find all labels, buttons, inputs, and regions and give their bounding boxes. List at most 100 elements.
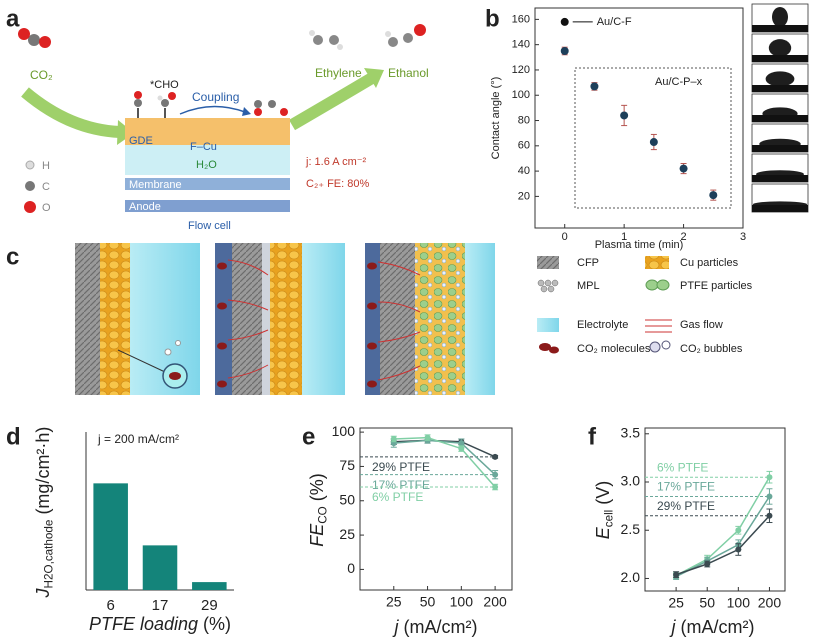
- substrate: [752, 85, 808, 92]
- legend-text: Cu particles: [680, 257, 739, 269]
- x-axis-label-main: j: [392, 617, 400, 637]
- c2-fe: C₂₊ FE: 80%: [306, 178, 369, 190]
- panel-label: b: [485, 5, 500, 32]
- annotations: CO₂ Ethylene Ethanol *CHO Coupling GDE F…: [6, 5, 753, 450]
- legend-label: 17% PTFE: [372, 478, 430, 492]
- plot-frame: [644, 427, 786, 592]
- x-axis-label-main: j: [669, 617, 677, 637]
- series-line: [675, 515, 770, 576]
- marker: [766, 493, 773, 500]
- x-tick-label: 3: [740, 231, 746, 243]
- y-tick-label: 2.0: [621, 569, 641, 585]
- y-axis-label: FECO (%): [307, 473, 330, 547]
- marker: [735, 527, 742, 534]
- ethanol-label: Ethanol: [388, 66, 429, 80]
- y-tick-label: 140: [512, 39, 530, 51]
- y-axis-label-sub: H2O,cathode: [42, 520, 55, 589]
- point: [590, 82, 599, 91]
- droplet: [772, 7, 788, 27]
- membrane-label: Membrane: [129, 179, 182, 191]
- x-tick-label: 50: [699, 595, 715, 611]
- legend-text: CO₂ bubbles: [680, 343, 743, 355]
- marker: [704, 560, 711, 567]
- point: [709, 191, 718, 200]
- plot-frame: [359, 427, 513, 591]
- y-axis-label-suffix: (V): [593, 481, 613, 510]
- y-tick-label: 3.5: [621, 424, 641, 440]
- x-axis-label: j (mA/cm²): [669, 617, 755, 637]
- marker: [458, 440, 465, 447]
- x-tick-label: 50: [420, 594, 436, 610]
- x-axis-label-suffix: (mA/cm²): [399, 617, 478, 637]
- marker: [492, 484, 499, 491]
- x-tick-label: 25: [668, 595, 684, 611]
- y-tick-label: 160: [512, 13, 530, 25]
- gde-label: GDE: [129, 135, 153, 147]
- x-tick-label: 100: [450, 594, 474, 610]
- x-tick-label: 29: [201, 597, 218, 614]
- flow-cell-label: Flow cell: [188, 220, 231, 232]
- bar: [142, 545, 178, 590]
- marker: [492, 453, 499, 460]
- y-tick-label: 40: [518, 165, 530, 177]
- x-tick-label: 200: [483, 594, 507, 610]
- legend-label: 17% PTFE: [657, 480, 715, 494]
- legend-o: O: [42, 202, 51, 214]
- point: [560, 46, 569, 55]
- substrate: [752, 115, 808, 122]
- marker: [766, 512, 773, 519]
- legend-c: C: [42, 181, 50, 193]
- substrate: [752, 25, 808, 32]
- legend-text: PTFE particles: [680, 280, 753, 292]
- substrate: [752, 145, 808, 152]
- panel-a-schematic: [18, 24, 426, 213]
- point: [620, 111, 629, 120]
- bar: [93, 483, 128, 590]
- marker: [735, 546, 742, 553]
- marker: [673, 571, 680, 578]
- panel-label: a: [6, 5, 20, 32]
- panel-label: f: [588, 423, 597, 450]
- legend-text: Gas flow: [680, 319, 723, 331]
- y-tick-label: 20: [518, 190, 530, 202]
- point: [560, 17, 569, 26]
- x-axis-label-suffix: (%): [198, 614, 231, 634]
- inset-box: [574, 67, 732, 209]
- x-axis-label-main: PTFE loading: [89, 614, 198, 634]
- panel-c-schematic: [75, 243, 672, 395]
- y-axis-label: Contact angle (°): [490, 77, 502, 160]
- y-axis-label-sub: CO: [316, 506, 329, 524]
- h2o-label: H₂O: [196, 159, 217, 171]
- x-tick-label: 1: [621, 231, 627, 243]
- plot-frame: [534, 7, 744, 229]
- legend-label: 6% PTFE: [372, 490, 423, 504]
- legend-label: 29% PTFE: [372, 460, 430, 474]
- droplet-images: [751, 3, 809, 213]
- marker: [424, 434, 431, 441]
- x-axis-label: Plasma time (min): [595, 239, 684, 251]
- current-density: j: 1.6 A cm⁻²: [305, 156, 367, 168]
- y-tick-label: 80: [518, 114, 530, 126]
- series-label: Au/C-F: [597, 16, 632, 28]
- x-tick-label: 2: [681, 231, 687, 243]
- y-tick-label: 120: [512, 64, 530, 76]
- legend-label: 29% PTFE: [657, 499, 715, 513]
- droplet: [765, 71, 795, 87]
- marker: [390, 435, 397, 442]
- y-axis-label: JH2O,cathode (mg/cm²·h): [33, 427, 56, 599]
- substrate: [752, 205, 808, 212]
- legend-label: 6% PTFE: [657, 460, 708, 474]
- legend-text: MPL: [577, 280, 600, 292]
- legend-h: H: [42, 160, 50, 172]
- point: [679, 164, 688, 173]
- x-tick-label: 6: [106, 597, 114, 614]
- legend-text: Electrolyte: [577, 319, 628, 331]
- coupling-label: Coupling: [192, 90, 239, 104]
- marker: [766, 474, 773, 481]
- substrate: [752, 175, 808, 182]
- y-tick-label: 3.0: [621, 473, 641, 489]
- fcu-label: F–Cu: [190, 141, 217, 153]
- ethylene-label: Ethylene: [315, 66, 362, 80]
